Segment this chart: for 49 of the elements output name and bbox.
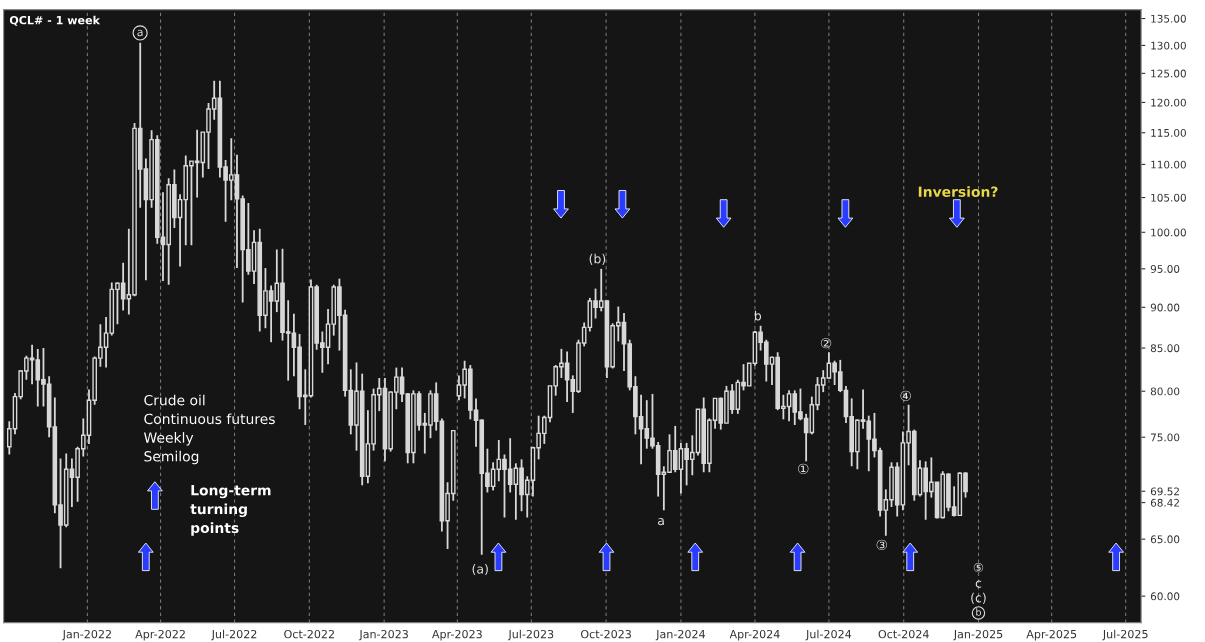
y-tick-label: 75.00: [1151, 433, 1180, 442]
text: QCL# - 1 week: [9, 15, 101, 26]
y-tick-label: 105.00: [1151, 193, 1186, 202]
x-tick-label: Oct-2023: [580, 629, 631, 639]
annotation: ①: [798, 463, 809, 475]
y-tick-label: 95.00: [1150, 265, 1180, 273]
annotation: (c): [971, 592, 986, 604]
y-tick-label: 69.52: [1150, 487, 1179, 496]
y-tick-label: 60.00: [1150, 592, 1180, 601]
y-tick-label: 135.00: [1151, 14, 1186, 23]
x-tick-label: Jul-2024: [805, 629, 852, 641]
x-tick-label: Jan-2024: [655, 629, 706, 641]
x-tick-label: Apr-2024: [729, 629, 780, 641]
annotation: b: [754, 310, 762, 321]
annotation: Inversion?: [918, 186, 998, 197]
annotation: a: [658, 518, 664, 526]
y-tick-label: 65.00: [1150, 535, 1180, 544]
y-tick-label: 85.00: [1150, 344, 1180, 353]
x-tick-label: Jul-2022: [211, 629, 257, 641]
annotation: Crude oil Continuous futures Weekly Semilog: [143, 394, 275, 465]
annotation: (a): [472, 563, 488, 576]
annotation: (b): [589, 253, 606, 265]
x-tick-label: Jul-2023: [507, 629, 554, 641]
y-tick-label: 115.00: [1151, 128, 1186, 137]
y-tick-label: 100.00: [1151, 228, 1186, 237]
y-tick-label: 110.00: [1151, 160, 1186, 169]
y-tick-label: 120.00: [1151, 98, 1186, 107]
x-tick-label: Oct-2022: [284, 629, 334, 639]
x-tick-label: Apr-2025: [1026, 629, 1077, 641]
annotation: b: [976, 608, 982, 616]
annotation: Long-term turning points: [190, 485, 271, 536]
x-tick-label: Jan-2023: [358, 629, 408, 641]
y-tick-label: 80.00: [1150, 387, 1180, 396]
annotation: ⑤: [973, 563, 984, 573]
annotation: ②: [820, 337, 832, 349]
x-tick-label: Oct-2024: [878, 629, 929, 639]
y-tick-label: 130.00: [1151, 41, 1186, 50]
annotation: a: [137, 29, 143, 37]
annotation: ③: [876, 539, 887, 551]
y-tick-label: 68.42: [1150, 498, 1179, 507]
annotation: ④: [900, 390, 911, 402]
y-tick-label: 90.00: [1150, 303, 1180, 312]
x-tick-label: Apr-2022: [135, 629, 185, 641]
x-tick-label: Jan-2022: [62, 629, 111, 641]
x-tick-label: Apr-2023: [432, 629, 482, 641]
x-tick-label: Jul-2025: [1102, 629, 1148, 641]
x-tick-label: Jan-2025: [953, 629, 1003, 641]
y-tick-label: 125.00: [1151, 69, 1186, 78]
annotation: c: [975, 580, 982, 588]
